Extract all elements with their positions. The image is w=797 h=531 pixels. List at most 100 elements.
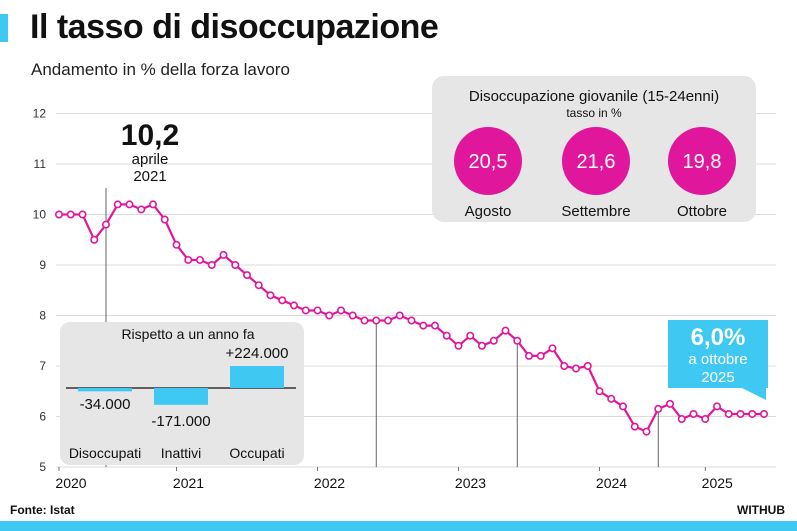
data-point — [219, 250, 228, 259]
data-point — [407, 316, 416, 325]
peak-month: aprile — [132, 151, 169, 168]
data-point — [536, 351, 545, 360]
youth-month-label: Agosto — [465, 203, 512, 220]
data-point — [618, 402, 627, 411]
youth-value: 21,6 — [577, 151, 616, 173]
data-point — [313, 306, 322, 315]
x-tick-label: 2022 — [314, 475, 345, 491]
yoy-bars: -34.000 Disoccupati -171.000 Inattivi +224.0… — [69, 345, 289, 461]
yoy-bar-name: Inattivi — [161, 445, 201, 461]
data-point — [395, 311, 404, 320]
data-point — [430, 321, 439, 330]
latest-month: a ottobre — [688, 351, 747, 368]
data-point — [607, 394, 616, 403]
data-point — [571, 364, 580, 373]
data-point — [383, 316, 392, 325]
peak-value: 10,2 — [121, 119, 179, 152]
accent-bar — [0, 14, 8, 42]
page-title: Il tasso di disoccupazione — [30, 8, 439, 46]
youth-month-agosto: 20,5 Agosto — [454, 127, 522, 220]
y-axis-labels: 5 6 7 8 9 10 11 12 — [33, 107, 47, 475]
data-point — [712, 402, 721, 411]
youth-month-ottobre: 19,8 Ottobre — [668, 127, 736, 220]
data-point — [583, 361, 592, 370]
y-tick-label: 11 — [34, 157, 47, 171]
youth-circle — [668, 127, 736, 195]
y-tick-label: 6 — [39, 410, 46, 424]
x-tick-label: 2025 — [702, 475, 733, 491]
data-point — [489, 336, 498, 345]
source-label: Fonte: Istat — [10, 503, 75, 517]
data-point — [266, 291, 275, 300]
data-point — [149, 200, 158, 209]
x-tick-label: 2020 — [55, 475, 86, 491]
youth-month-label: Ottobre — [677, 203, 727, 220]
data-point — [66, 210, 75, 219]
brand-logo-text: WITHUB — [737, 503, 785, 517]
data-point — [78, 210, 87, 219]
yoy-bar-value: +224.000 — [226, 345, 289, 362]
data-point — [524, 351, 533, 360]
x-tick-label: 2024 — [596, 475, 627, 491]
data-point — [137, 205, 146, 214]
data-point — [548, 344, 557, 353]
data-point — [102, 220, 111, 229]
data-point — [701, 415, 710, 424]
data-point — [196, 255, 205, 264]
data-point — [231, 260, 240, 269]
subtitle: Andamento in % della forza lavoro — [31, 60, 290, 79]
youth-month-label: Settembre — [561, 203, 630, 220]
unemployment-series — [54, 200, 768, 436]
latest-year: 2025 — [701, 369, 734, 386]
data-point — [513, 336, 522, 345]
data-point — [454, 341, 463, 350]
y-tick-label: 7 — [39, 359, 46, 373]
data-point — [54, 210, 63, 219]
footer-bar — [0, 521, 797, 531]
x-tick-label: 2021 — [173, 475, 204, 491]
data-point — [360, 316, 369, 325]
data-point — [595, 387, 604, 396]
data-point — [90, 235, 99, 244]
data-point — [243, 271, 252, 280]
peak-annotation: 10,2 aprile 2021 — [121, 119, 179, 185]
data-point — [642, 427, 651, 436]
youth-box-title: Disoccupazione giovanile (15-24enni) — [469, 88, 719, 105]
youth-month-settembre: 21,6 Settembre — [561, 127, 631, 220]
data-point — [336, 306, 345, 315]
data-point — [325, 311, 334, 320]
yoy-bar-name: Occupati — [229, 445, 284, 461]
youth-value: 19,8 — [683, 151, 722, 173]
y-tick-label: 9 — [39, 258, 46, 272]
data-point — [736, 409, 745, 418]
data-point — [125, 200, 134, 209]
data-point — [348, 311, 357, 320]
data-point — [665, 399, 674, 408]
data-point — [501, 326, 510, 335]
y-tick-label: 10 — [33, 208, 47, 222]
yoy-box: Rispetto a un anno fa -34.000 Disoccupati… — [60, 322, 304, 465]
youth-circle — [562, 127, 630, 195]
youth-circle — [454, 127, 522, 195]
yoy-bar-value: -171.000 — [151, 413, 210, 430]
y-tick-label: 8 — [39, 309, 46, 323]
yoy-title: Rispetto a un anno fa — [121, 326, 254, 342]
data-point — [301, 306, 310, 315]
data-point — [207, 260, 216, 269]
x-tick-label: 2023 — [455, 475, 486, 491]
data-point — [477, 341, 486, 350]
peak-year: 2021 — [133, 168, 166, 185]
data-point — [289, 301, 298, 310]
y-tick-label: 12 — [33, 107, 47, 121]
data-point — [677, 415, 686, 424]
data-point — [372, 316, 381, 325]
latest-annotation: 6,0% a ottobre 2025 — [668, 320, 768, 400]
data-point — [442, 331, 451, 340]
yoy-bar-value: -34.000 — [80, 396, 131, 413]
y-tick-label: 5 — [39, 460, 46, 474]
data-point — [419, 321, 428, 330]
data-point — [724, 409, 733, 418]
data-point — [172, 240, 181, 249]
latest-value: 6,0% — [691, 324, 746, 351]
